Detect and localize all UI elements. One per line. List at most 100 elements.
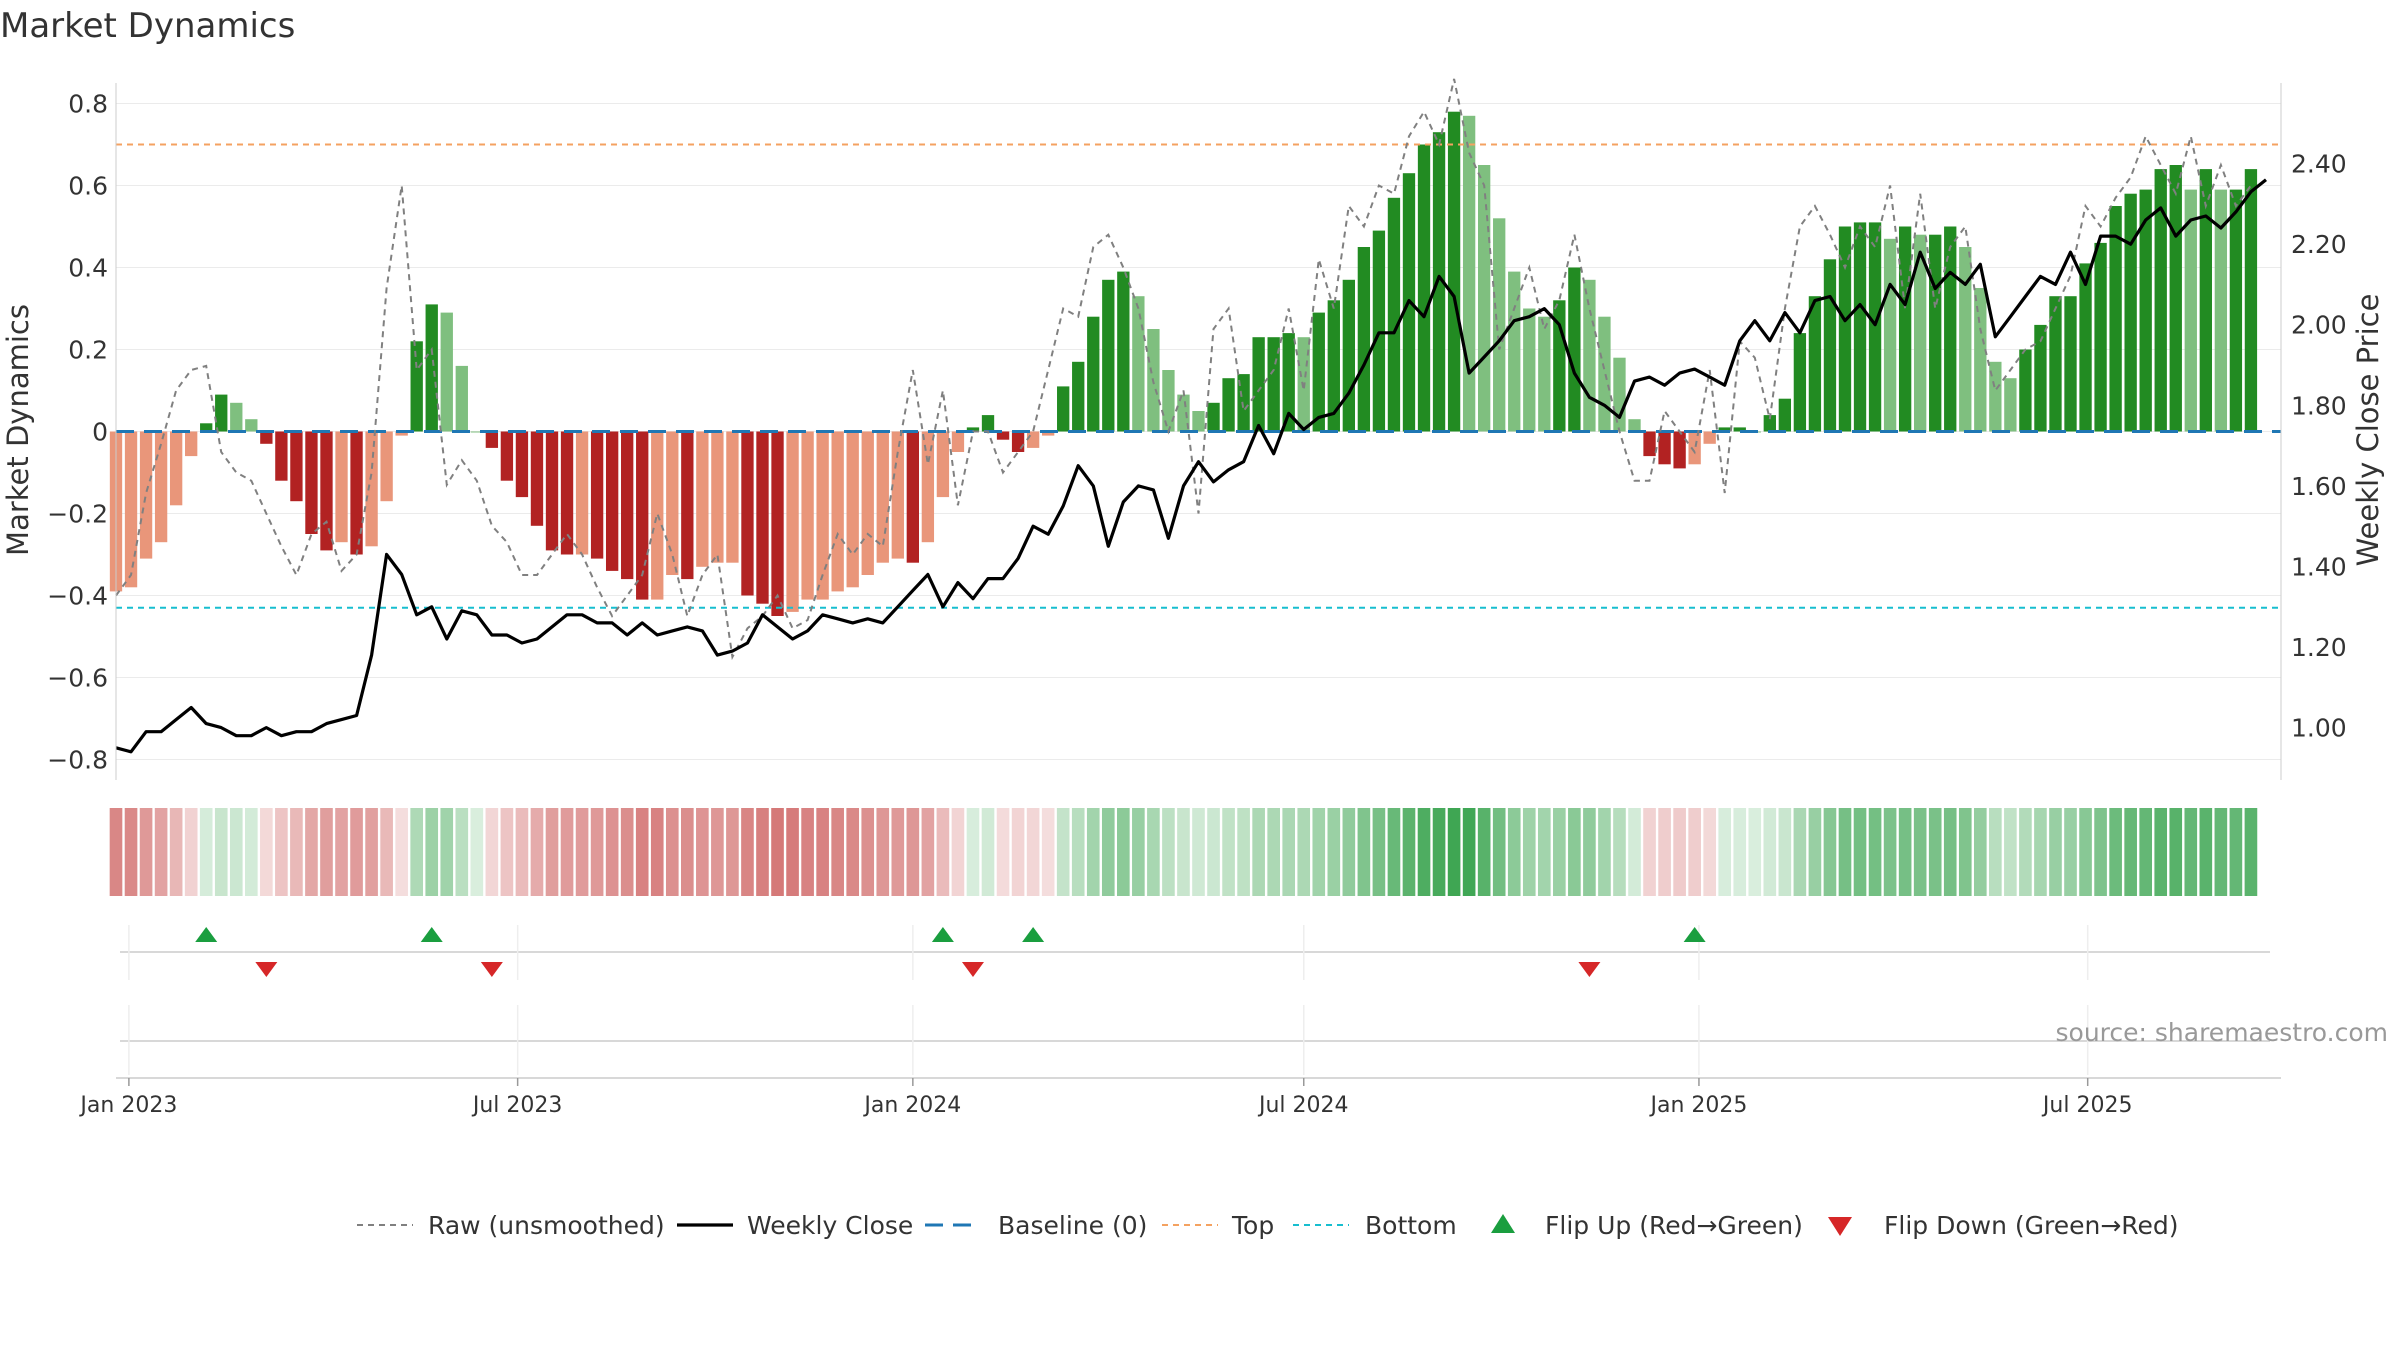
market-dynamics-bar bbox=[245, 419, 258, 432]
market-dynamics-bar bbox=[2004, 378, 2017, 432]
right-y-axis: 2.40 2.20 2.00 1.80 1.60 1.40 1.20 1.00 bbox=[2280, 83, 2347, 780]
regime-strip-cell bbox=[1117, 808, 1130, 896]
market-dynamics-bar bbox=[1868, 222, 1882, 432]
regime-strip-cell bbox=[365, 808, 378, 896]
regime-strip-cell bbox=[575, 808, 589, 896]
market-dynamics-bar bbox=[2154, 169, 2167, 432]
market-dynamics-bar bbox=[139, 431, 153, 559]
market-dynamics-bar bbox=[2229, 189, 2243, 432]
regime-strip-cell bbox=[214, 808, 228, 896]
regime-strip-cell bbox=[515, 808, 529, 896]
market-dynamics-bar bbox=[230, 402, 243, 432]
regime-strip-cell bbox=[169, 808, 183, 896]
market-dynamics-bar bbox=[440, 312, 453, 432]
market-dynamics-bar bbox=[756, 431, 769, 604]
flip-up-marker bbox=[931, 927, 954, 942]
legend-label: Baseline (0) bbox=[998, 1211, 1147, 1240]
regime-strip-cell bbox=[2214, 808, 2228, 896]
market-dynamics-bar bbox=[951, 431, 965, 452]
market-dynamics-bar bbox=[2109, 206, 2122, 432]
regime-strip-cell bbox=[139, 808, 153, 896]
regime-strip-cell bbox=[936, 808, 950, 896]
legend-flip-down-swatch bbox=[1828, 1217, 1852, 1236]
regime-strip-cell bbox=[1207, 808, 1220, 896]
market-dynamics-bar bbox=[1703, 431, 1716, 444]
market-dynamics-bar bbox=[1929, 234, 1942, 432]
market-dynamics-bar bbox=[515, 431, 529, 498]
regime-strip-cell bbox=[846, 808, 860, 896]
regime-strip-cell bbox=[1267, 808, 1280, 896]
flip-down-marker bbox=[961, 962, 984, 977]
regime-strip-cell bbox=[1132, 808, 1145, 896]
market-dynamics-bar bbox=[395, 431, 408, 436]
market-dynamics-bar bbox=[1598, 316, 1611, 432]
regime-strip-cell bbox=[1733, 808, 1747, 896]
left-tick-label: 0.2 bbox=[68, 336, 108, 365]
market-dynamics-bar bbox=[185, 431, 198, 457]
regime-strip-cell bbox=[2139, 808, 2153, 896]
regime-strip-cell bbox=[1958, 808, 1972, 896]
market-dynamics-bar bbox=[2139, 189, 2152, 432]
market-dynamics-bar bbox=[921, 431, 935, 543]
left-tick-label: 0.6 bbox=[68, 172, 108, 201]
regime-strip-cell bbox=[1643, 808, 1656, 896]
left-tick-label: −0.2 bbox=[47, 500, 108, 529]
market-dynamics-bar bbox=[1793, 333, 1807, 432]
regime-strip-cell bbox=[1342, 808, 1356, 896]
market-dynamics-bar bbox=[801, 431, 814, 600]
market-dynamics-bar bbox=[380, 431, 393, 502]
market-dynamics-bar bbox=[2079, 263, 2092, 432]
market-dynamics-bar bbox=[1327, 300, 1340, 432]
regime-strip-cell bbox=[1778, 808, 1792, 896]
market-dynamics-bar bbox=[1508, 271, 1521, 432]
market-dynamics-bar bbox=[335, 431, 348, 543]
regime-strip-cell bbox=[2124, 808, 2137, 896]
date-x-axis: Jan 2023 Jul 2023 Jan 2024 Jul 2024 Jan 2025… bbox=[78, 1077, 2281, 1118]
market-dynamics-bar bbox=[124, 431, 138, 588]
market-dynamics-bar bbox=[260, 431, 273, 444]
market-dynamics-bar bbox=[1583, 279, 1596, 432]
regime-strip-cell bbox=[2094, 808, 2107, 896]
regime-strip-cell bbox=[816, 808, 829, 896]
x-tick-label: Jul 2023 bbox=[471, 1093, 563, 1118]
market-dynamics-bar bbox=[1357, 247, 1371, 432]
regime-strip-cell bbox=[1883, 808, 1897, 896]
market-dynamics-bar bbox=[530, 431, 544, 526]
regime-strip-cell bbox=[109, 808, 123, 896]
regime-strip-cell bbox=[1462, 808, 1476, 896]
market-dynamics-bar bbox=[305, 431, 318, 534]
regime-strip-cell bbox=[1673, 808, 1686, 896]
regime-strip-cell bbox=[1507, 808, 1521, 896]
regime-strip-cell bbox=[786, 808, 799, 896]
regime-strip-cell bbox=[1477, 808, 1491, 896]
regime-strip-cell bbox=[2199, 808, 2213, 896]
regime-strip-cell bbox=[1312, 808, 1326, 896]
market-dynamics-bar bbox=[350, 431, 363, 555]
flip-up-marker bbox=[1022, 927, 1045, 942]
regime-strip-cell bbox=[560, 808, 574, 896]
flip-down-marker bbox=[255, 962, 278, 977]
regime-strip-cell bbox=[395, 808, 408, 896]
market-dynamics-bar bbox=[1538, 316, 1551, 432]
market-dynamics-bar bbox=[1914, 234, 1927, 432]
regime-strip-cell bbox=[921, 808, 935, 896]
regime-strip-cell bbox=[2064, 808, 2077, 896]
regime-strip-cell bbox=[2049, 808, 2062, 896]
left-tick-label: 0.8 bbox=[68, 90, 108, 119]
market-dynamics-bar bbox=[1072, 361, 1085, 432]
regime-strip-cell bbox=[290, 808, 303, 896]
regime-strip-cell bbox=[1537, 808, 1551, 896]
market-dynamics-bar bbox=[2034, 324, 2047, 432]
regime-strip-cell bbox=[1252, 808, 1265, 896]
regime-strip-cell bbox=[154, 808, 168, 896]
market-dynamics-bar bbox=[410, 341, 423, 432]
market-dynamics-bar bbox=[1523, 308, 1536, 432]
right-tick-label: 1.60 bbox=[2291, 472, 2347, 501]
regime-strip-cell bbox=[1718, 808, 1732, 896]
market-dynamics-bars bbox=[109, 111, 2258, 616]
regime-strip-cell bbox=[2184, 808, 2198, 896]
regime-strip-cell bbox=[1372, 808, 1386, 896]
market-dynamics-bar bbox=[425, 304, 438, 432]
regime-strip-cell bbox=[1387, 808, 1401, 896]
